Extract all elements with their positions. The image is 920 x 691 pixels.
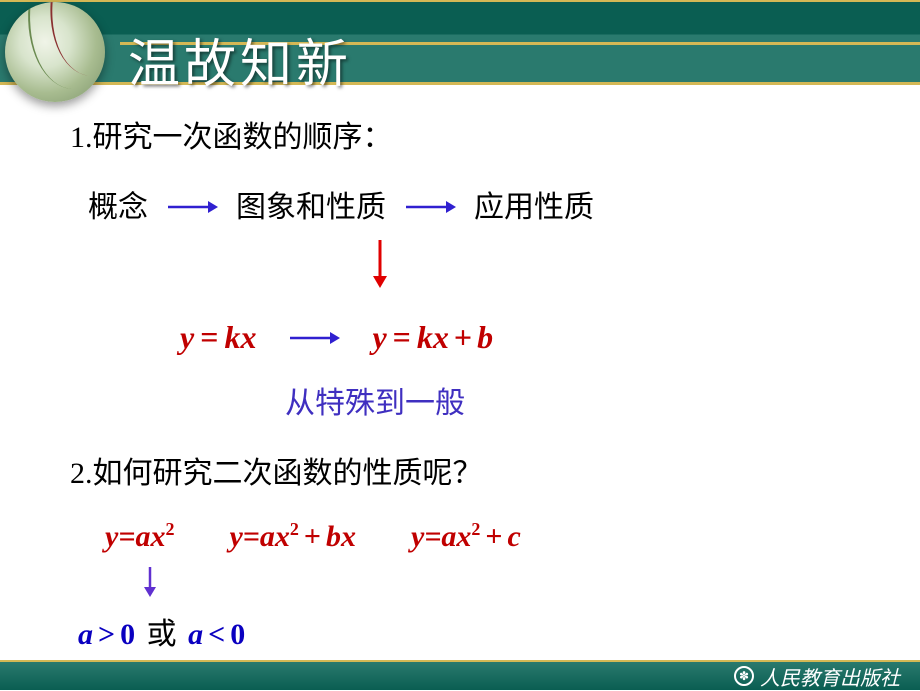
eq-var-y: y: [180, 319, 194, 355]
publisher-icon: ✽: [734, 666, 754, 686]
eq-var-y: y: [105, 520, 118, 553]
eq-term-b: b: [477, 319, 493, 355]
eq-exp-2: 2: [165, 519, 174, 539]
slide-title: 温故知新: [128, 22, 352, 97]
cond-zero: 0: [120, 618, 135, 651]
eq-coef-a: a: [260, 520, 275, 553]
equation-y-kx-b: y=kx+b: [372, 313, 493, 361]
eq-exp-2: 2: [471, 519, 480, 539]
eq-term-c: c: [508, 520, 521, 553]
slide-header: 温故知新: [0, 0, 920, 85]
eq-plus: +: [304, 520, 321, 553]
eq-var-x: x: [275, 520, 290, 553]
equation-y-ax2-c: y=ax2+c: [411, 514, 521, 559]
arrow-down-icon: [370, 238, 390, 301]
equation-y-kx: y=kx: [180, 313, 256, 361]
cond-lt: <: [208, 618, 225, 651]
eq-equals: =: [424, 520, 441, 553]
eq-coef-b: b: [326, 520, 341, 553]
eq-var-x: x: [150, 520, 165, 553]
equation-y-ax2: y=ax2: [105, 514, 174, 559]
eq-equals: =: [118, 520, 135, 553]
equation-row-linear: y=kx y=kx+b: [180, 313, 860, 361]
arrow-right-icon: [288, 313, 340, 361]
arrow-right-icon: [166, 185, 218, 230]
eq-plus: +: [485, 520, 502, 553]
eq-var-y: y: [229, 520, 242, 553]
cond-a-lt-0: a<0: [188, 618, 245, 651]
flow-step-graph: 图象和性质: [236, 185, 386, 230]
logo-sphere: [5, 2, 105, 102]
slide-content: 1.研究一次函数的顺序： 概念 图象和性质 应用性质 y=kx y=kx+b 从…: [0, 85, 920, 657]
eq-equals: =: [393, 319, 411, 355]
eq-var-y: y: [372, 319, 386, 355]
eq-coef-a: a: [135, 520, 150, 553]
section1-heading: 1.研究一次函数的顺序：: [70, 115, 860, 160]
equation-row-quadratic: y=ax2 y=ax2+bx y=ax2+c: [105, 514, 860, 559]
flow-row: 概念 图象和性质 应用性质: [88, 185, 860, 230]
eq-var-x: x: [456, 520, 471, 553]
cond-a-gt-0: a>0: [78, 618, 135, 651]
eq-var-x: x: [341, 520, 356, 553]
header-accent-line: [0, 0, 920, 2]
eq-var-y: y: [411, 520, 424, 553]
eq-equals: =: [243, 520, 260, 553]
equation-y-ax2-bx: y=ax2+bx: [229, 514, 356, 559]
condition-row: a>0 或 a<0: [78, 612, 860, 657]
logo-curve-green: [22, 5, 79, 89]
flow-step-apply: 应用性质: [474, 185, 594, 230]
eq-equals: =: [200, 319, 218, 355]
cond-gt: >: [98, 618, 115, 651]
cond-or: 或: [147, 618, 177, 651]
subtext-special-to-general: 从特殊到一般: [0, 381, 860, 426]
cond-var-a: a: [188, 618, 203, 651]
eq-coef-a: a: [441, 520, 456, 553]
publisher-block: ✽ 人民教育出版社: [734, 662, 900, 691]
arrow-down-small-icon: [142, 565, 860, 610]
eq-term-kx: kx: [417, 319, 449, 355]
eq-exp-2: 2: [290, 519, 299, 539]
section2-heading: 2.如何研究二次函数的性质呢？: [70, 451, 860, 496]
slide-footer: ✽ 人民教育出版社: [0, 660, 920, 690]
eq-term-kx: kx: [224, 319, 256, 355]
eq-plus: +: [454, 319, 472, 355]
down-arrow-row: [0, 238, 860, 301]
cond-zero: 0: [230, 618, 245, 651]
cond-var-a: a: [78, 618, 93, 651]
arrow-right-icon: [404, 185, 456, 230]
publisher-name: 人民教育出版社: [760, 662, 900, 691]
flow-step-concept: 概念: [88, 185, 148, 230]
